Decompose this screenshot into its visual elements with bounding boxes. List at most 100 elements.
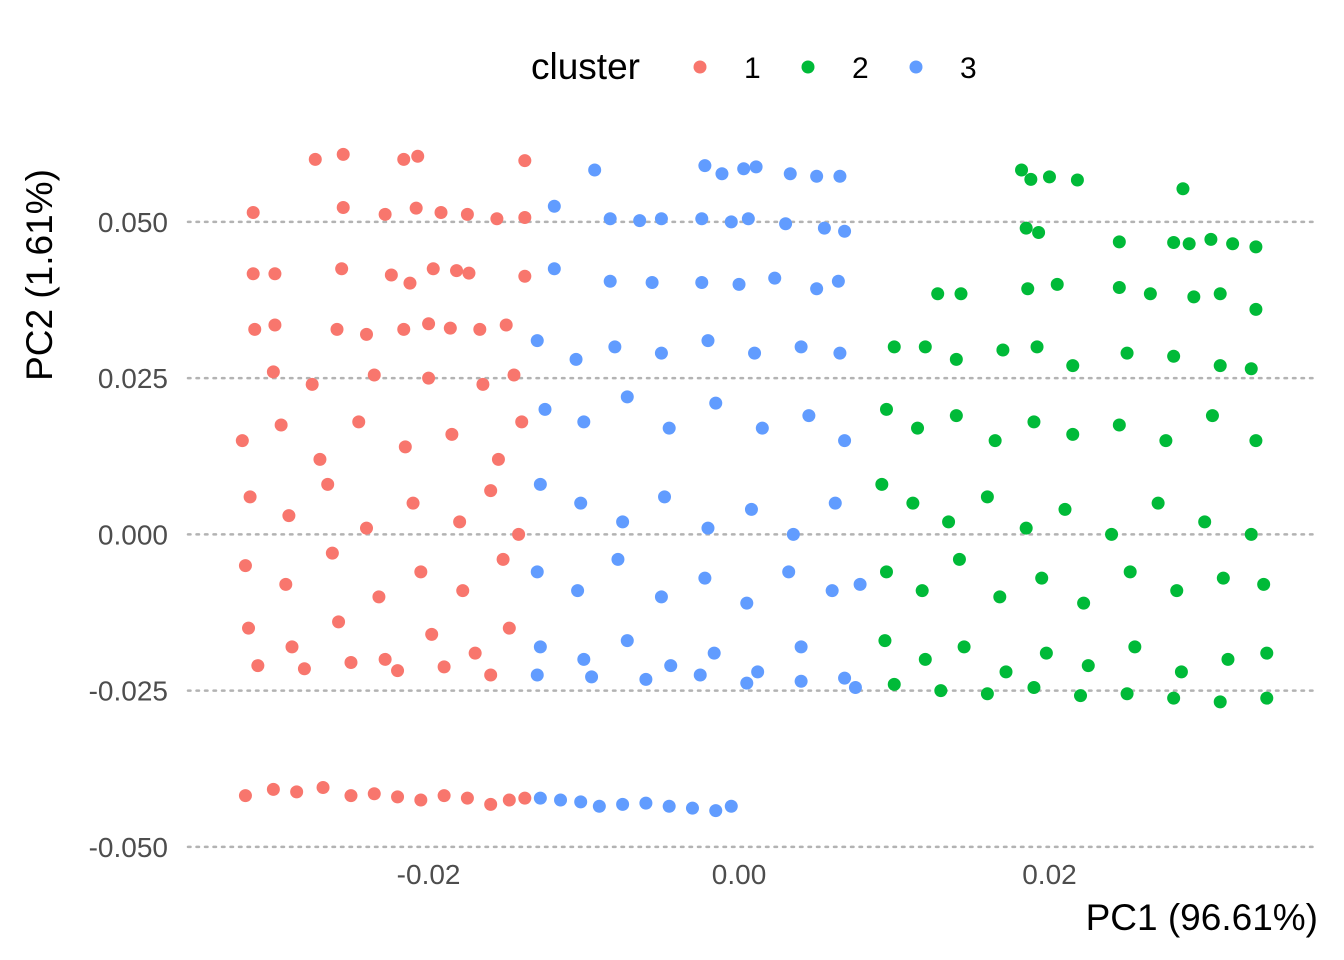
scatter-point — [879, 565, 893, 579]
scatter-point — [1244, 362, 1258, 376]
scatter-point — [352, 415, 366, 429]
scatter-point — [367, 368, 381, 382]
scatter-point — [344, 789, 358, 803]
scatter-point — [707, 646, 721, 660]
scatter-point — [1066, 427, 1080, 441]
scatter-point — [911, 421, 925, 435]
scatter-point — [1174, 665, 1188, 679]
scatter-point — [817, 221, 831, 235]
scatter-point — [810, 169, 824, 183]
scatter-point — [654, 212, 668, 226]
scatter-point — [246, 267, 260, 281]
scatter-point — [1019, 521, 1033, 535]
scatter-point — [1042, 170, 1056, 184]
scatter-point — [397, 152, 411, 166]
scatter-point — [825, 584, 839, 598]
scatter-point — [251, 659, 265, 673]
scatter-point — [462, 266, 476, 280]
scatter-point — [437, 660, 451, 674]
scatter-point — [810, 282, 824, 296]
scatter-point — [1187, 290, 1201, 304]
scatter-point — [1249, 302, 1263, 316]
scatter-point — [918, 340, 932, 354]
scatter-point — [588, 163, 602, 177]
scatter-point — [515, 415, 529, 429]
scatter-point — [709, 396, 723, 410]
scatter-point — [437, 789, 451, 803]
scatter-point — [1077, 596, 1091, 610]
scatter-point — [285, 640, 299, 654]
scatter-point — [384, 268, 398, 282]
scatter-point — [391, 664, 405, 678]
x-tick-label: 0.02 — [1022, 859, 1077, 890]
scatter-point — [468, 646, 482, 660]
scatter-point — [547, 262, 561, 276]
scatter-point — [786, 527, 800, 541]
scatter-point — [952, 552, 966, 566]
scatter-point — [344, 656, 358, 669]
scatter-point — [875, 477, 889, 491]
scatter-point — [372, 590, 386, 604]
scatter-point — [426, 262, 440, 276]
scatter-point — [422, 371, 436, 385]
legend-label-2: 2 — [852, 52, 869, 85]
scatter-point — [530, 334, 544, 348]
scatter-point — [838, 224, 852, 238]
scatter-point — [1120, 687, 1134, 701]
scatter-point — [954, 287, 968, 301]
y-tick-label: 0.050 — [98, 207, 168, 238]
scatter-point — [732, 277, 746, 291]
scatter-point — [243, 490, 257, 504]
scatter-point — [1167, 691, 1181, 705]
scatter-point — [1204, 232, 1218, 246]
scatter-point — [1112, 235, 1126, 249]
scatter-point — [639, 672, 653, 686]
scatter-point — [620, 390, 634, 404]
scatter-point — [403, 276, 417, 290]
scatter-point — [490, 212, 504, 226]
scatter-point — [878, 634, 892, 648]
scatter-point — [1123, 565, 1137, 579]
scatter-point — [1143, 287, 1157, 301]
scatter-point — [782, 565, 796, 579]
scatter-point — [274, 418, 288, 432]
scatter-point — [838, 671, 852, 685]
scatter-point — [741, 212, 755, 226]
scatter-point — [1260, 646, 1274, 660]
scatter-point — [512, 527, 526, 541]
scatter-point — [592, 799, 606, 813]
scatter-point — [1081, 659, 1095, 673]
scatter-point — [406, 496, 420, 510]
scatter-point — [993, 590, 1007, 604]
scatter-point — [434, 206, 448, 219]
scatter-point — [620, 634, 634, 648]
scatter-point — [751, 665, 765, 679]
legend-key-1 — [693, 60, 707, 74]
scatter-point — [802, 409, 816, 423]
scatter-point — [378, 652, 392, 666]
scatter-point — [794, 640, 808, 654]
scatter-point — [1066, 359, 1080, 373]
legend-title: cluster — [531, 46, 640, 87]
scatter-point — [409, 201, 423, 215]
scatter-point — [828, 496, 842, 510]
scatter-point — [662, 799, 676, 813]
scatter-point — [848, 681, 862, 694]
scatter-point — [934, 684, 948, 698]
scatter-point — [268, 267, 282, 281]
scatter-point — [484, 484, 498, 498]
scatter-point — [611, 552, 625, 566]
scatter-point — [443, 321, 457, 335]
scatter-point — [1128, 640, 1142, 654]
scatter-point — [879, 402, 893, 416]
scatter-point — [1198, 515, 1212, 529]
scatter-point — [949, 409, 963, 423]
scatter-point — [360, 521, 374, 535]
series-1 — [235, 147, 532, 811]
scatter-point — [533, 640, 547, 654]
scatter-point — [748, 346, 762, 360]
scatter-point — [308, 152, 322, 166]
y-tick-label: 0.025 — [98, 363, 168, 394]
scatter-point — [266, 782, 280, 796]
